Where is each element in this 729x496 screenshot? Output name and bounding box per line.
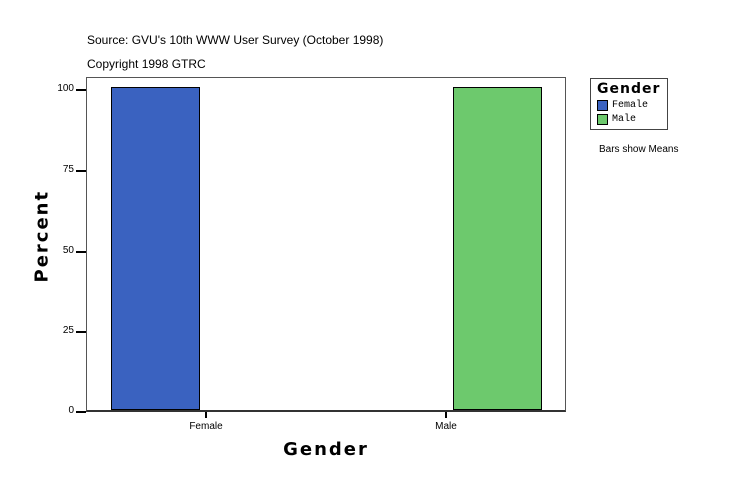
y-tick-label: 25 <box>62 325 74 336</box>
x-axis-title: Gender <box>283 439 369 460</box>
y-tick-100 <box>76 89 86 91</box>
x-tick-female <box>205 412 207 418</box>
legend-item-female: Female <box>597 99 648 111</box>
y-tick-0 <box>76 411 86 413</box>
x-tick-label-female: Female <box>189 421 223 432</box>
bar-male <box>453 87 542 410</box>
y-tick-75 <box>76 170 86 172</box>
legend-swatch-male <box>597 113 608 125</box>
y-tick-label: 75 <box>62 164 74 175</box>
legend-label: Male <box>612 113 637 125</box>
y-tick-label: 50 <box>62 245 74 256</box>
y-tick-25 <box>76 331 86 333</box>
y-axis-title: Percent <box>31 189 53 283</box>
x-tick-label-male: Male <box>435 421 457 432</box>
chart-source: Source: GVU's 10th WWW User Survey (Octo… <box>87 33 384 47</box>
y-tick-label: 100 <box>57 83 74 94</box>
bar-female <box>111 87 200 410</box>
bars-note: Bars show Means <box>599 144 679 155</box>
legend: Gender Female Male <box>590 78 668 130</box>
y-tick-50 <box>76 251 86 253</box>
legend-item-male: Male <box>597 113 636 125</box>
x-tick-male <box>445 412 447 418</box>
legend-title: Gender <box>597 81 661 97</box>
legend-swatch-female <box>597 99 608 111</box>
chart-copyright: Copyright 1998 GTRC <box>87 57 206 71</box>
legend-label: Female <box>612 99 649 111</box>
y-tick-label: 0 <box>68 405 74 416</box>
plot-area <box>86 77 566 412</box>
